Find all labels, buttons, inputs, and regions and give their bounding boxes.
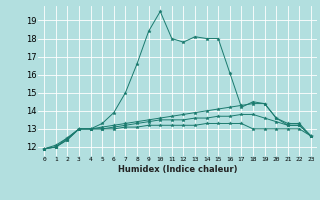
X-axis label: Humidex (Indice chaleur): Humidex (Indice chaleur) [118,165,237,174]
